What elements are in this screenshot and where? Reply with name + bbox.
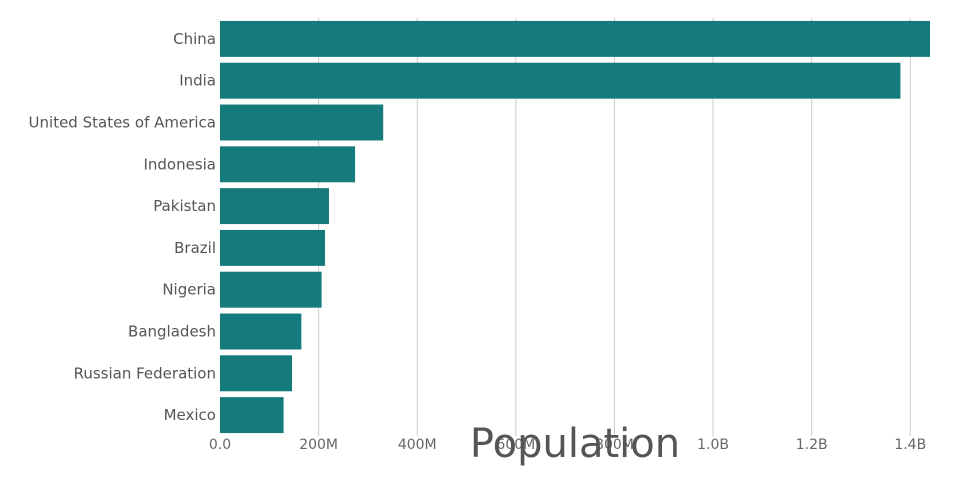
bar: [220, 229, 326, 266]
category-label: Indonesia: [143, 155, 216, 173]
bar: [220, 313, 302, 350]
bar: [220, 271, 322, 308]
category-label: Pakistan: [153, 197, 216, 215]
category-label: Mexico: [164, 406, 216, 424]
bars: [220, 20, 930, 434]
category-labels: China India United States of America Indone…: [29, 30, 216, 424]
x-tick-label: 400M: [398, 437, 437, 453]
x-tick-label: 800M: [595, 437, 634, 453]
category-label: Nigeria: [162, 281, 216, 299]
category-label: United States of America: [29, 114, 216, 132]
bar: [220, 355, 292, 392]
x-tick-labels: 0.0 200M 400M 600M 800M 1.0B 1.2B 1.4B: [209, 437, 926, 453]
x-tick-label: 1.0B: [697, 437, 729, 453]
category-label: Russian Federation: [74, 364, 216, 382]
bar: [220, 146, 356, 183]
x-tick-label: 600M: [496, 437, 535, 453]
category-label: China: [173, 30, 216, 48]
x-tick-label: 200M: [299, 437, 338, 453]
bar: [220, 20, 930, 57]
category-label: India: [179, 72, 216, 90]
bar: [220, 104, 384, 141]
category-label: Brazil: [174, 239, 216, 257]
bar: [220, 62, 901, 99]
bar: [220, 188, 329, 225]
x-tick-label: 1.2B: [796, 437, 828, 453]
x-axis-title: Population: [470, 421, 680, 467]
bar: [220, 397, 284, 434]
x-tick-label: 1.4B: [894, 437, 926, 453]
x-tick-label: 0.0: [209, 437, 231, 453]
category-label: Bangladesh: [128, 323, 216, 341]
